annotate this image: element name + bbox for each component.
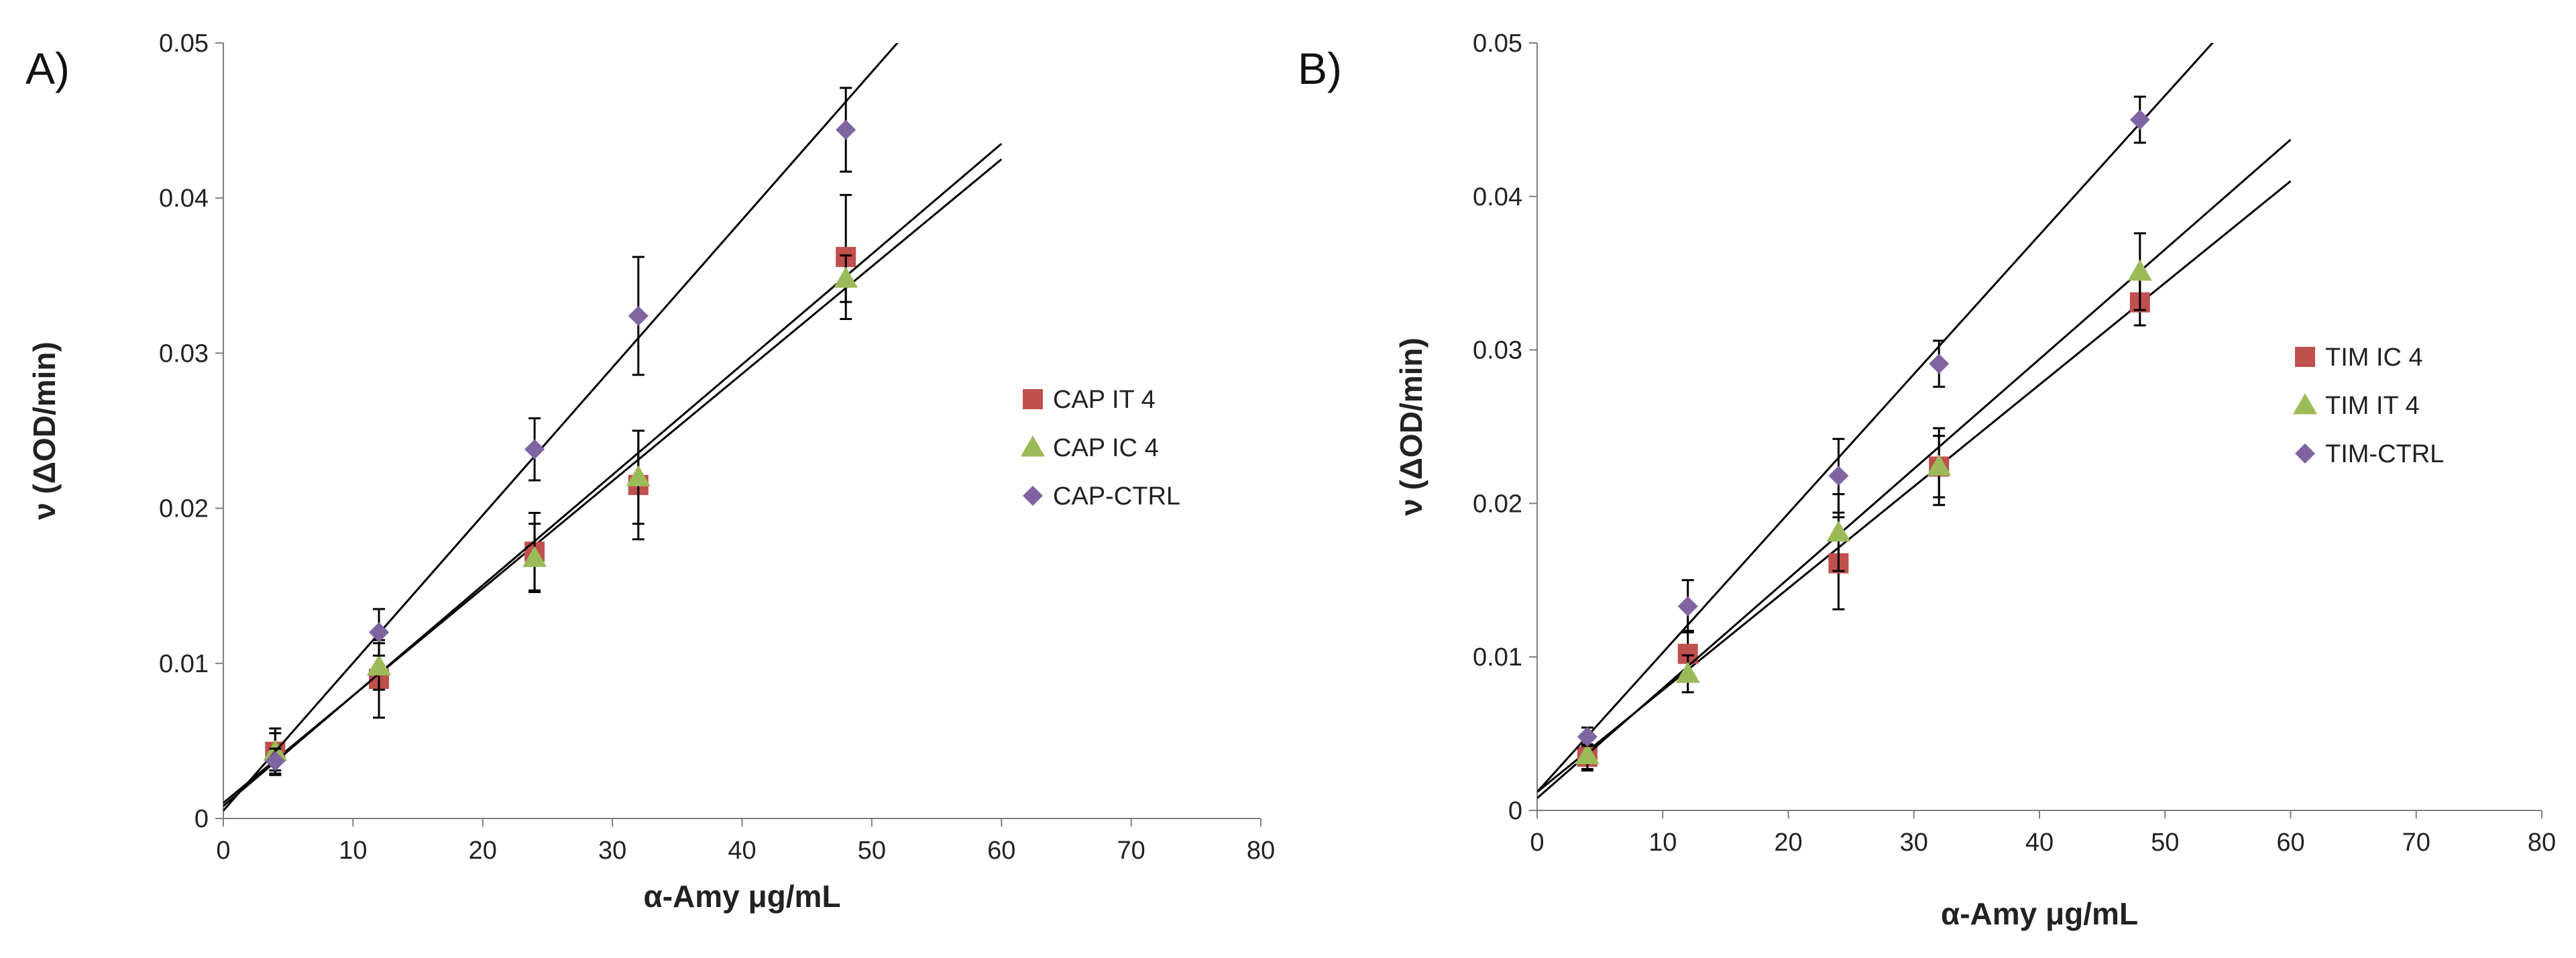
y-tick-label: 0.04 bbox=[159, 184, 209, 213]
data-point bbox=[1927, 454, 1952, 476]
data-point bbox=[1929, 354, 1950, 374]
legend-label: CAP IC 4 bbox=[1053, 434, 1159, 462]
y-tick-label: 0.05 bbox=[159, 30, 209, 58]
trend-line bbox=[223, 43, 899, 812]
x-tick-label: 30 bbox=[598, 837, 626, 865]
trend-line bbox=[1537, 180, 2292, 793]
x-axis-title: α-Amy μg/mL bbox=[643, 879, 840, 914]
y-tick-label: 0.02 bbox=[1473, 490, 1522, 518]
x-tick-label: 80 bbox=[1247, 837, 1275, 865]
legend-marker bbox=[2293, 393, 2317, 415]
data-point bbox=[626, 465, 651, 486]
trend-line bbox=[1537, 43, 2215, 793]
y-tick-label: 0 bbox=[194, 805, 209, 833]
x-tick-label: 20 bbox=[1774, 829, 1802, 857]
data-point bbox=[369, 622, 390, 643]
x-tick-label: 80 bbox=[2528, 829, 2556, 857]
x-tick-label: 0 bbox=[216, 837, 230, 865]
x-tick-label: 10 bbox=[339, 837, 367, 865]
x-tick-label: 0 bbox=[1530, 829, 1544, 857]
data-point bbox=[836, 119, 856, 140]
y-tick-label: 0.02 bbox=[159, 495, 209, 523]
x-tick-label: 50 bbox=[2151, 829, 2179, 857]
y-tick-label: 0.01 bbox=[159, 650, 209, 678]
x-tick-label: 30 bbox=[1900, 829, 1928, 857]
panel-b: 0 0.01 0.02 0.03 0.04 0.05 0 10 20 30 40 50 60 70 80 α-… bbox=[1298, 30, 2556, 931]
x-tick-label: 20 bbox=[469, 837, 497, 865]
x-axis-title: α-Amy μg/mL bbox=[1941, 896, 2138, 931]
y-tick-label: 0.03 bbox=[1473, 337, 1522, 365]
data-point bbox=[628, 305, 649, 326]
legend-label: TIM IT 4 bbox=[2325, 392, 2420, 420]
series-cap-ic-4 bbox=[223, 143, 1003, 807]
legend-label: CAP IT 4 bbox=[1053, 386, 1156, 414]
legend-label: TIM IC 4 bbox=[2325, 343, 2423, 372]
data-point bbox=[834, 266, 858, 288]
legend-label: TIM-CTRL bbox=[2325, 440, 2444, 468]
legend-marker bbox=[1023, 389, 1043, 409]
series-cap-ctrl bbox=[223, 43, 899, 812]
data-point bbox=[2127, 259, 2152, 281]
data-point bbox=[1677, 596, 1698, 617]
y-axis-title: ν (ΔOD/min) bbox=[27, 341, 62, 520]
series-tim-ctrl bbox=[1537, 43, 2215, 793]
data-point bbox=[2129, 109, 2150, 130]
data-point bbox=[522, 545, 547, 568]
y-tick-label: 0.01 bbox=[1473, 643, 1522, 672]
data-point bbox=[367, 654, 392, 676]
panel-label: A) bbox=[25, 44, 70, 93]
legend-marker bbox=[1021, 435, 1045, 457]
data-point bbox=[1828, 466, 1849, 486]
trend-line bbox=[223, 143, 1003, 807]
x-tick-label: 10 bbox=[1648, 829, 1677, 857]
y-tick-label: 0.05 bbox=[1473, 30, 1522, 58]
x-tick-label: 70 bbox=[2402, 829, 2430, 857]
x-tick-label: 60 bbox=[987, 837, 1015, 865]
legend-marker bbox=[1023, 486, 1043, 506]
x-tick-label: 50 bbox=[858, 837, 886, 865]
y-tick-label: 0 bbox=[1508, 797, 1522, 825]
data-point bbox=[1577, 727, 1598, 747]
x-tick-label: 40 bbox=[728, 837, 756, 865]
trend-line bbox=[1537, 139, 2292, 799]
data-point bbox=[265, 751, 286, 771]
series-tim-it-4 bbox=[1537, 139, 2292, 799]
x-tick-label: 70 bbox=[1117, 837, 1145, 865]
x-tick-label: 40 bbox=[2025, 829, 2054, 857]
y-axis-title: ν (ΔOD/min) bbox=[1394, 337, 1429, 516]
data-point bbox=[1826, 520, 1851, 542]
x-tick-label: 60 bbox=[2276, 829, 2304, 857]
data-point bbox=[1675, 661, 1700, 683]
panel-label: B) bbox=[1298, 44, 1342, 93]
legend-marker bbox=[2295, 443, 2315, 464]
panel-a: 0 0.01 0.02 0.03 0.04 0.05 0 10 20 30 40 50 60 70 80 α-… bbox=[25, 30, 1275, 914]
y-tick-label: 0.03 bbox=[159, 339, 209, 368]
data-point bbox=[1575, 743, 1600, 765]
legend-marker bbox=[2295, 347, 2315, 367]
data-point bbox=[524, 439, 545, 460]
legend-label: CAP-CTRL bbox=[1053, 482, 1180, 511]
y-tick-label: 0.04 bbox=[1473, 183, 1522, 211]
